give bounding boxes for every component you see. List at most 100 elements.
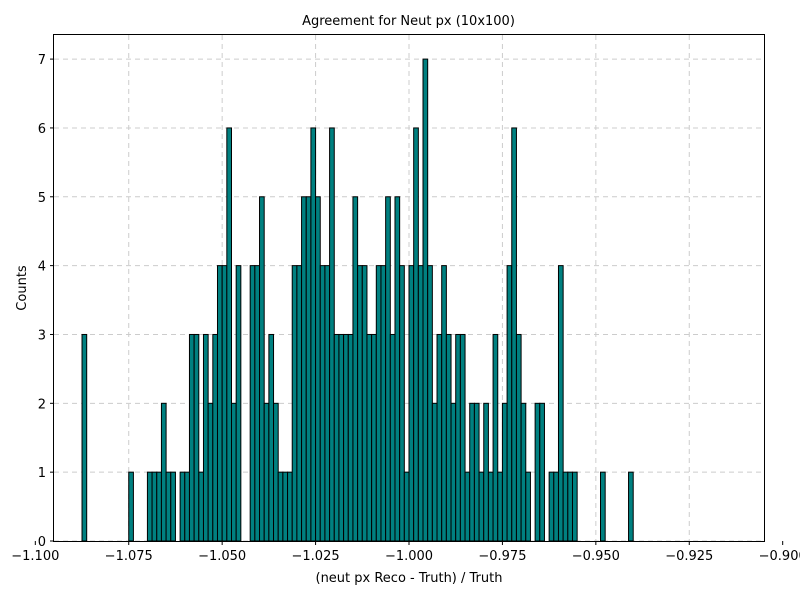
x-tick-label: −1.100	[11, 549, 59, 564]
x-axis-ticks: −1.100 −1.075 −1.050 −1.025 −1.000 −0.975 −0.9…	[11, 541, 800, 564]
y-tick-label: 2	[38, 397, 46, 412]
y-axis-ticks: 0 1 2 3 4 5 6 7	[38, 53, 54, 550]
histogram-bar	[319, 265, 326, 542]
histogram-bar	[483, 402, 489, 542]
y-tick-label: 6	[38, 122, 46, 137]
histogram-bar	[282, 471, 289, 542]
histogram-bar	[343, 333, 349, 542]
histogram-bar	[338, 333, 345, 542]
histogram-bar	[557, 265, 564, 542]
histogram-bar	[254, 265, 261, 542]
histogram-bar	[506, 265, 513, 542]
histogram-bar	[221, 265, 228, 542]
histogram-bar	[511, 127, 517, 542]
y-axis-label: Counts	[15, 265, 30, 311]
histogram-bar	[389, 333, 396, 542]
histogram-bar	[310, 127, 317, 542]
y-tick-label: 3	[38, 328, 46, 343]
histogram-bar	[413, 127, 419, 542]
histogram-bar	[333, 333, 340, 542]
histogram-bar	[497, 471, 503, 542]
histogram-bar	[487, 471, 494, 542]
histogram-bar	[202, 333, 209, 542]
histogram-bar	[188, 333, 195, 542]
histogram-bar	[329, 127, 335, 542]
histogram-bar	[305, 196, 312, 542]
histogram-bar	[469, 402, 475, 542]
histogram-bar	[170, 471, 176, 542]
histogram-bar	[268, 333, 275, 542]
histogram-bar	[81, 333, 88, 542]
x-tick-label: −0.925	[665, 549, 713, 564]
histogram-bar	[352, 196, 359, 542]
histogram-bar	[231, 402, 237, 542]
y-tick-label: 7	[38, 53, 46, 68]
x-tick-label: −0.900	[759, 549, 800, 564]
histogram-bar	[235, 265, 242, 542]
histogram-bar	[179, 471, 186, 542]
histogram-bar	[273, 402, 279, 542]
histogram-bar	[436, 333, 443, 542]
histogram-bar	[207, 402, 214, 542]
histogram-bar	[417, 265, 424, 542]
x-tick-label: −0.975	[478, 549, 526, 564]
histogram-bar	[450, 402, 457, 542]
histogram-bar	[567, 471, 573, 542]
histogram-bar	[525, 471, 531, 542]
histogram-bar	[515, 333, 522, 542]
histogram-bar	[427, 265, 433, 542]
x-tick-label: −1.075	[105, 549, 153, 564]
histogram-bar	[226, 127, 233, 542]
histogram-bar	[371, 333, 377, 542]
histogram-bar	[394, 196, 401, 542]
x-tick-label: −0.950	[572, 549, 620, 564]
histogram-bar	[361, 265, 368, 542]
histogram-bar	[128, 471, 134, 542]
histogram-bar	[291, 265, 298, 542]
histogram-bar	[628, 471, 634, 542]
histogram-bar	[459, 333, 466, 542]
x-tick-label: −1.050	[198, 549, 246, 564]
histogram-bar	[380, 265, 387, 542]
histogram-bar	[431, 402, 438, 542]
histogram-bar	[385, 196, 391, 542]
histogram-bar	[160, 402, 167, 542]
histogram-bar	[259, 196, 265, 542]
histogram-bars	[81, 58, 634, 542]
x-tick-label: −1.000	[385, 549, 433, 564]
histogram-bar	[301, 196, 307, 542]
histogram-bar	[501, 402, 508, 542]
histogram-bar	[324, 265, 331, 542]
y-tick-label: 5	[38, 191, 46, 206]
histogram-bar	[571, 471, 578, 542]
x-axis-label: (neut px Reco - Truth) / Truth	[316, 571, 503, 586]
histogram-bar	[492, 333, 499, 542]
y-tick-label: 4	[38, 260, 46, 275]
histogram-bar	[548, 471, 555, 542]
histogram-bar	[408, 265, 415, 542]
histogram-bar	[455, 333, 461, 542]
histogram-bar	[296, 265, 303, 542]
histogram-bar	[534, 402, 541, 542]
y-tick-label: 0	[38, 535, 46, 550]
histogram-bar	[399, 265, 405, 542]
histogram-bar	[287, 471, 293, 542]
histogram-bar	[553, 471, 559, 542]
histogram-bar	[375, 265, 382, 542]
histogram-bar	[347, 333, 354, 542]
histogram-bar	[198, 471, 204, 542]
histogram-bar	[403, 471, 410, 542]
histogram-bar	[263, 402, 270, 542]
histogram-bar	[473, 402, 480, 542]
y-tick-label: 1	[38, 466, 46, 481]
chart-title: Agreement for Neut px (10x100)	[302, 14, 515, 29]
x-tick-label: −1.025	[292, 549, 340, 564]
histogram-bar	[216, 265, 223, 542]
histogram-bar	[184, 471, 190, 542]
histogram-bar	[366, 333, 373, 542]
histogram-bar	[277, 471, 284, 542]
histogram-bar	[151, 471, 158, 542]
histogram-bar	[441, 265, 447, 542]
histogram-bar	[464, 471, 471, 542]
